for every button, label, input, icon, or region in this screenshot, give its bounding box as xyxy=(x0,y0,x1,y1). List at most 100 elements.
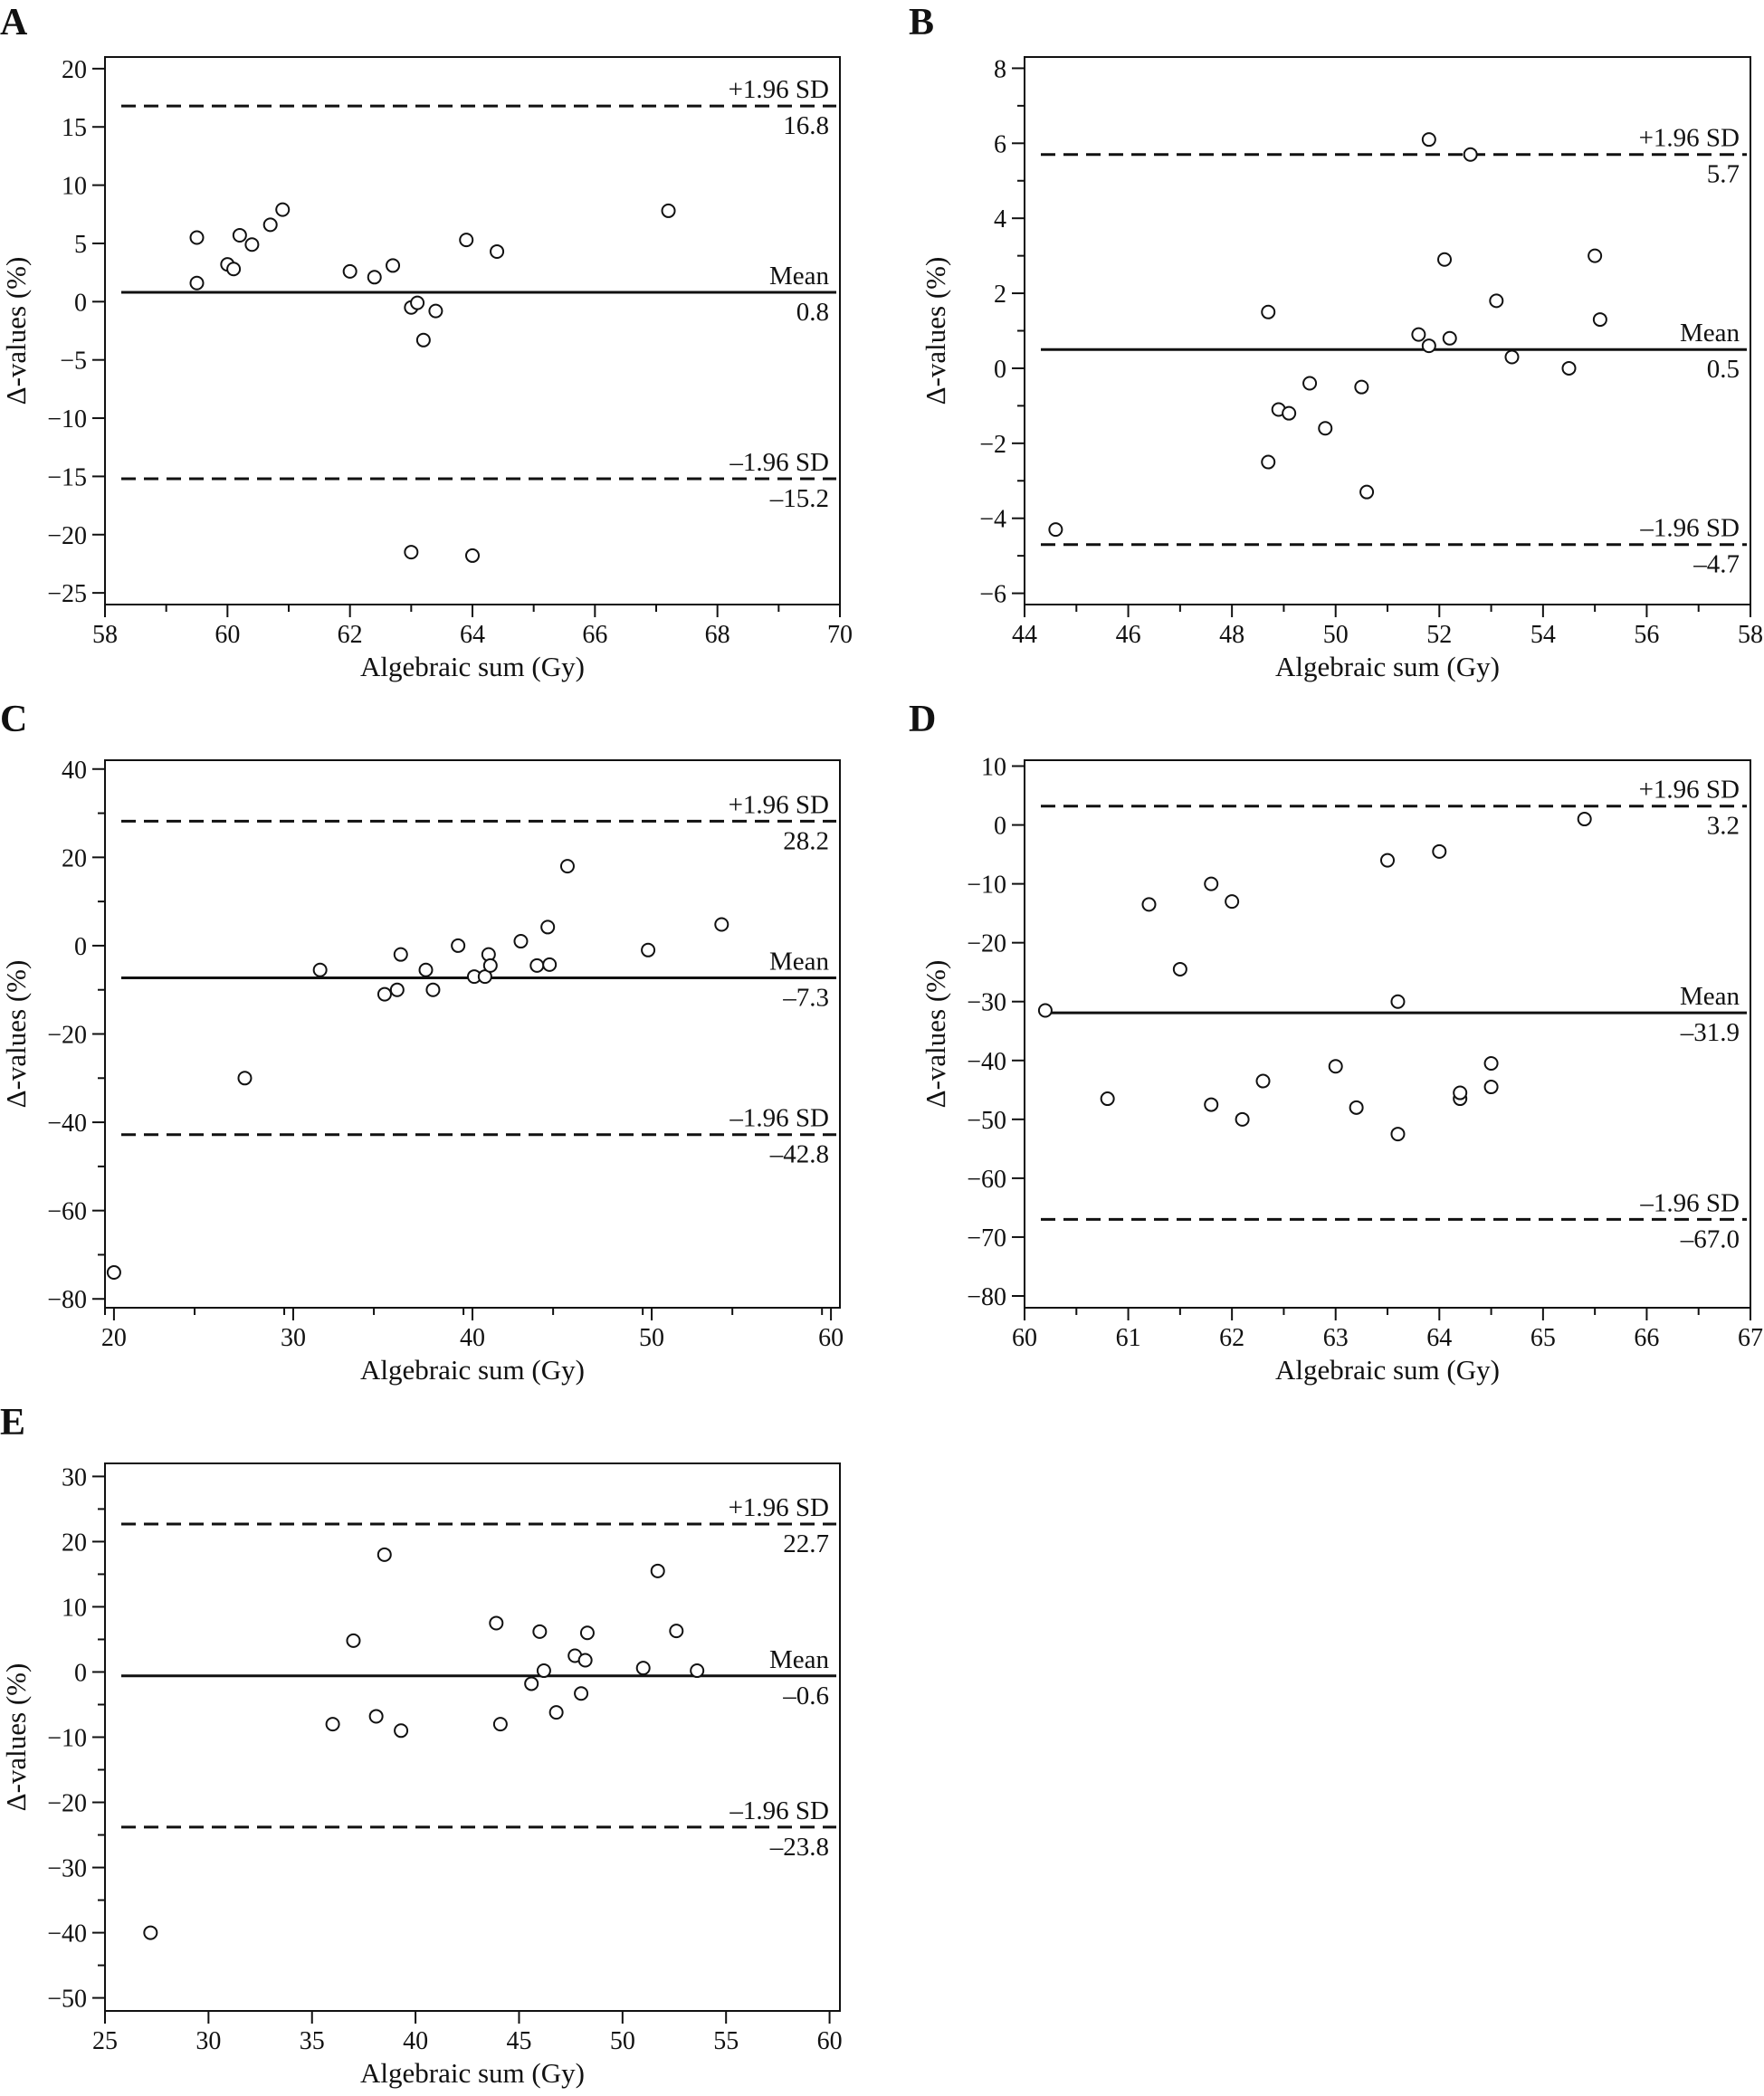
data-point xyxy=(1504,349,1520,365)
data-point xyxy=(368,1709,384,1724)
y-tick-label: 0 xyxy=(74,289,87,317)
panel-letter: D xyxy=(909,699,936,740)
lower-value: –42.8 xyxy=(769,1140,829,1169)
x-tick-label: 44 xyxy=(1012,621,1037,649)
data-point xyxy=(1261,304,1276,319)
data-point xyxy=(394,1723,409,1739)
data-point xyxy=(262,217,278,233)
data-point xyxy=(425,982,441,997)
data-point xyxy=(1204,1097,1219,1112)
data-point xyxy=(143,1925,158,1940)
x-axis-title: Algebraic sum (Gy) xyxy=(360,2057,585,2089)
lower-value: –15.2 xyxy=(769,484,829,513)
data-point xyxy=(226,262,242,277)
x-tick-label: 66 xyxy=(582,621,607,649)
data-point xyxy=(574,1686,589,1701)
data-point xyxy=(1483,1080,1499,1095)
mean-value: –31.9 xyxy=(1680,1018,1740,1047)
y-tick-label: 10 xyxy=(62,1594,87,1622)
plot-frame xyxy=(104,759,841,1309)
data-point xyxy=(189,275,205,291)
data-point xyxy=(532,1624,548,1639)
lower-value: –4.7 xyxy=(1692,550,1740,579)
data-point xyxy=(415,332,431,348)
data-point xyxy=(1225,894,1240,910)
x-tick-label: 68 xyxy=(705,621,730,649)
x-tick-label: 64 xyxy=(460,621,485,649)
y-tick-label: −6 xyxy=(979,581,1006,609)
y-tick-label: 10 xyxy=(62,173,87,201)
y-tick-label: 6 xyxy=(994,130,1006,158)
data-point xyxy=(490,243,505,259)
data-point xyxy=(275,202,291,217)
data-point xyxy=(524,1676,539,1691)
data-point xyxy=(661,203,676,218)
panel-letter: A xyxy=(0,2,28,43)
lower-value: –23.8 xyxy=(769,1833,829,1862)
y-tick-label: −50 xyxy=(47,1986,87,2014)
mean-value: –0.6 xyxy=(782,1682,829,1710)
y-tick-label: −20 xyxy=(47,522,87,550)
mean-value: 0.8 xyxy=(796,298,829,327)
y-tick-label: 30 xyxy=(62,1463,87,1491)
x-tick-label: 60 xyxy=(215,621,240,649)
data-point xyxy=(529,957,545,973)
data-point xyxy=(232,227,247,243)
data-point xyxy=(1432,843,1447,859)
data-point xyxy=(1282,405,1297,421)
x-tick-label: 58 xyxy=(1738,621,1763,649)
data-point xyxy=(451,938,466,953)
data-point xyxy=(1302,376,1318,391)
data-point xyxy=(377,1547,392,1562)
x-axis-title: Algebraic sum (Gy) xyxy=(360,651,585,682)
data-point xyxy=(1141,897,1157,912)
x-tick-label: 60 xyxy=(1012,1324,1037,1352)
y-tick-label: 5 xyxy=(74,231,87,259)
data-point xyxy=(559,859,575,874)
panel-letter: B xyxy=(909,2,934,43)
y-tick-label: 40 xyxy=(62,757,87,785)
y-tick-label: 15 xyxy=(62,114,87,142)
data-point xyxy=(346,1633,361,1648)
upper-value: 3.2 xyxy=(1707,812,1740,841)
panel-letter: E xyxy=(0,1402,25,1443)
x-tick-label: 70 xyxy=(827,621,853,649)
data-point xyxy=(418,962,434,977)
x-tick-label: 46 xyxy=(1116,621,1141,649)
x-tick-label: 61 xyxy=(1116,1324,1141,1352)
panel-e: E 25 30 35 40 45 50 55 60 −50 −40 −30 −20 −10 0 10 20 30 A… xyxy=(0,1402,843,2089)
data-point xyxy=(1318,421,1333,436)
lower-label: –1.96 SD xyxy=(729,1104,829,1133)
data-point xyxy=(540,919,556,935)
y-tick-label: 20 xyxy=(62,1529,87,1557)
data-point xyxy=(1172,961,1187,977)
y-tick-label: 20 xyxy=(62,56,87,84)
y-tick-label: 0 xyxy=(74,1659,87,1687)
x-tick-label: 56 xyxy=(1634,621,1659,649)
upper-label: +1.96 SD xyxy=(729,1493,829,1522)
y-tick-label: −30 xyxy=(967,989,1006,1017)
data-point xyxy=(1577,812,1592,827)
data-point xyxy=(189,230,205,245)
data-point xyxy=(1442,330,1457,346)
data-point xyxy=(513,934,529,949)
data-point xyxy=(386,258,401,273)
y-tick-label: −10 xyxy=(47,1725,87,1753)
data-point xyxy=(377,986,392,1002)
data-point xyxy=(714,917,729,932)
y-tick-label: −15 xyxy=(47,463,87,491)
data-point xyxy=(1235,1111,1250,1127)
data-point xyxy=(312,962,328,977)
upper-value: 22.7 xyxy=(783,1529,829,1558)
data-point xyxy=(1489,293,1504,309)
x-tick-label: 65 xyxy=(1530,1324,1556,1352)
x-tick-label: 30 xyxy=(195,2027,221,2055)
data-point xyxy=(1437,252,1453,267)
x-tick-label: 67 xyxy=(1738,1324,1763,1352)
data-point xyxy=(579,1625,595,1641)
x-tick-label: 50 xyxy=(610,2027,635,2055)
panel-a: A 58 60 62 64 66 68 70 −25 −20 −15 −10 −5 0 5 10 15 20 Alg… xyxy=(0,2,853,682)
data-point xyxy=(1463,147,1478,162)
data-point xyxy=(1359,484,1375,500)
data-point xyxy=(650,1563,665,1578)
